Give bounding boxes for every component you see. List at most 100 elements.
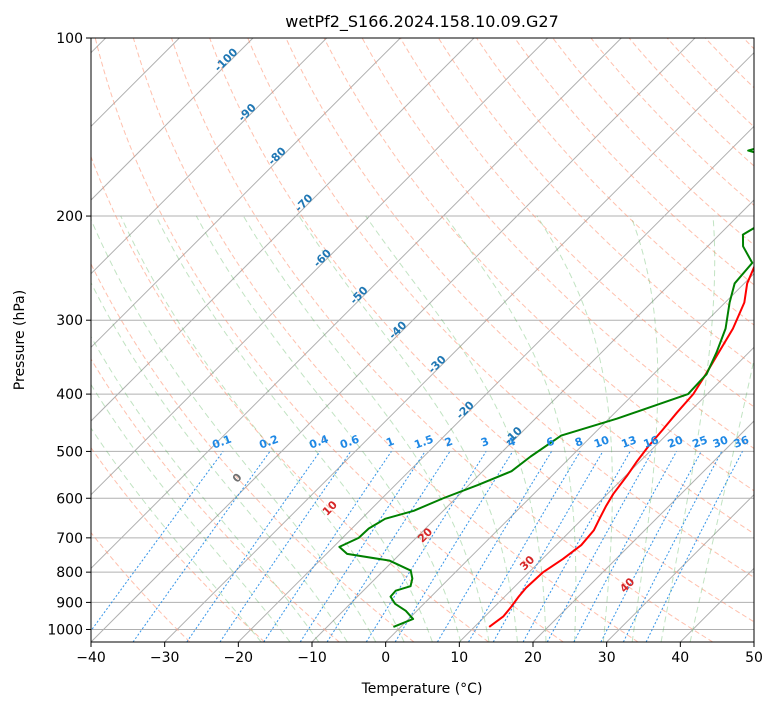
mixing-ratio-label: 36 <box>732 433 751 451</box>
mixing-ratio-line <box>91 451 224 632</box>
moist-adiabat-line <box>660 216 716 642</box>
mixing-ratio-layer <box>91 451 743 642</box>
mixing-ratio-label: 3 <box>479 435 491 450</box>
dry-adiabat-line <box>628 38 754 167</box>
mixing-ratio-line <box>492 451 604 642</box>
dry-adiabat-line <box>91 446 265 642</box>
moist-adiabat-line <box>298 215 518 642</box>
dry-adiabat-line <box>285 38 754 535</box>
isotherm-line <box>311 199 754 642</box>
isotherm-line <box>91 38 549 496</box>
moist-adiabat-line <box>242 215 490 642</box>
y-tick-label: 100 <box>56 31 83 47</box>
y-axis-label: Pressure (hPa) <box>12 290 28 390</box>
mixing-ratio-label: 4 <box>506 435 518 450</box>
dry-adiabat-line <box>438 38 754 367</box>
mixing-ratio-label: 0.6 <box>338 433 361 452</box>
mixing-ratio-line <box>394 451 514 642</box>
isotherm-line <box>679 567 754 642</box>
dry-adiabat-line <box>552 38 754 246</box>
mixing-ratio-line <box>522 451 631 642</box>
isotherm-label: -40 <box>386 318 409 341</box>
mixing-ratio-label: 0.1 <box>211 433 234 452</box>
x-tick-label: 10 <box>450 650 468 666</box>
dry-adiabat-line <box>132 38 639 642</box>
dry-adiabat-line <box>323 38 754 492</box>
mixing-ratio-line <box>645 451 743 642</box>
mixing-ratio-line <box>132 451 271 642</box>
dry-adiabat-line <box>91 262 415 642</box>
mixing-ratio-label: 16 <box>642 433 661 451</box>
mixing-ratio-line <box>219 451 352 642</box>
moist-adiabat-line <box>195 215 462 642</box>
y-tick-label: 400 <box>56 387 83 403</box>
moist-adiabat-line <box>91 383 291 642</box>
mixing-ratio-label: 0.4 <box>307 433 330 452</box>
x-tick-label: 50 <box>745 650 763 666</box>
mixing-ratio-label: 1 <box>384 435 396 450</box>
isotherm-line <box>532 420 754 642</box>
x-tick-label: −30 <box>150 650 180 666</box>
adiabat-layer <box>91 38 754 642</box>
y-tick-label: 500 <box>56 444 83 460</box>
moist-adiabat-line <box>630 215 659 642</box>
x-tick-label: 0 <box>381 650 390 666</box>
mixing-ratio-line <box>299 451 426 642</box>
mixing-ratio-line <box>573 451 677 642</box>
moist-adiabat-line <box>91 427 262 642</box>
isoline-label-layer: 0.1 0.2 0.4 0.6 1 1.5 2 3 4 6 8 10 13 16 20 25 30 36-100-… <box>211 45 752 595</box>
dry-adiabat-line <box>91 531 191 642</box>
mixing-ratio-label: 10 <box>592 433 611 451</box>
moist-adiabat-line <box>91 218 377 642</box>
mixing-ratio-label: 0.2 <box>257 433 280 452</box>
isotherm-line <box>91 38 475 422</box>
x-tick-label: −20 <box>224 650 254 666</box>
dry-adiabat-line <box>247 38 754 578</box>
plot-frame <box>90 37 755 643</box>
dry-adiabat-label: 40 <box>617 575 637 595</box>
dry-adiabat-line <box>361 38 754 450</box>
moist-adiabat-line <box>155 215 433 642</box>
dry-adiabat-line <box>704 38 754 89</box>
y-tick-label: 900 <box>56 595 83 611</box>
dry-adiabat-line <box>91 155 489 642</box>
isotherm-line <box>164 51 754 642</box>
mixing-ratio-label: 25 <box>691 433 710 450</box>
moist-adiabat-line <box>536 215 613 642</box>
isotherm-line <box>237 125 754 642</box>
grid-layer <box>91 38 754 642</box>
isotherm-label: -50 <box>347 284 370 307</box>
mixing-ratio-label: 8 <box>573 435 585 450</box>
profile-series-layer <box>338 147 754 628</box>
y-tick-label: 200 <box>56 209 83 225</box>
dry-adiabat-line <box>91 358 340 642</box>
temperature-profile-line <box>488 264 754 628</box>
dry-adiabat-line <box>476 38 754 326</box>
moist-adiabat-line <box>91 281 348 642</box>
mixing-ratio-line <box>326 451 451 642</box>
chart-title: wetPf2_S166.2024.158.10.09.G27 <box>285 12 559 32</box>
y-axis-ticks: 100 200 300 400 500 600 700 800 900 1000 <box>47 31 91 639</box>
mixing-ratio-label: 1.5 <box>413 433 436 452</box>
dry-adiabat-label: 30 <box>517 553 537 573</box>
mixing-ratio-line <box>468 451 581 642</box>
isotherm-label: -30 <box>426 353 449 376</box>
mixing-ratio-line <box>622 451 723 642</box>
mixing-ratio-label: 30 <box>711 433 730 451</box>
isotherm-line <box>91 38 328 275</box>
moist-adiabat-line <box>91 335 320 642</box>
moist-adiabat-line <box>444 215 577 642</box>
dry-adiabat-line <box>590 38 754 206</box>
mixing-ratio-line <box>546 451 653 642</box>
isotherm-line <box>91 38 254 201</box>
mixing-ratio-label: 2 <box>443 435 455 450</box>
moist-adiabat-line <box>120 215 405 642</box>
dry-adiabat-line <box>171 38 714 642</box>
mixing-ratio-line <box>186 451 321 642</box>
isotherm-label: -60 <box>311 246 334 269</box>
mixing-ratio-line <box>365 451 487 642</box>
mixing-ratio-label: 20 <box>666 433 685 451</box>
dry-adiabat-line <box>209 38 754 623</box>
isotherm-line <box>753 641 754 642</box>
